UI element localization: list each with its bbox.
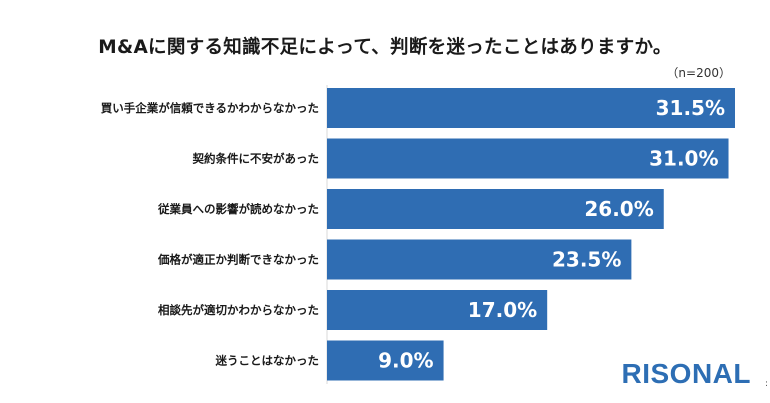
category-label-1: 買い手企業が信頼できるかわからなかった <box>101 101 319 115</box>
value-label-2: 31.0% <box>649 147 718 171</box>
edge-mark: : <box>764 379 768 389</box>
chart-title: M&Aに関する知識不足によって、判断を迷ったことはありますか。 <box>98 37 672 58</box>
category-label-6: 迷うことはなかった <box>215 354 320 368</box>
bar-2 <box>327 138 729 179</box>
bar-1 <box>327 88 735 128</box>
bar-5 <box>327 290 548 330</box>
risonal-logo: RISONAL <box>621 358 751 389</box>
value-label-1: 31.5% <box>656 96 725 120</box>
category-label-3: 従業員への影響が読めなかった <box>157 202 319 216</box>
category-label-4: 価格が適正か判断できなかった <box>157 253 319 267</box>
category-label-5: 相談先が適切かわからなかった <box>158 303 319 317</box>
category-label-2: 契約条件に不安があった <box>192 152 320 166</box>
sample-size-note: （n=200） <box>666 66 731 80</box>
value-label-4: 23.5% <box>552 248 621 272</box>
bar-3 <box>327 189 664 229</box>
value-label-6: 9.0% <box>378 349 433 373</box>
value-label-5: 17.0% <box>468 298 537 322</box>
bar-6 <box>327 340 444 381</box>
bar-4 <box>327 239 632 280</box>
value-label-3: 26.0% <box>584 197 653 221</box>
